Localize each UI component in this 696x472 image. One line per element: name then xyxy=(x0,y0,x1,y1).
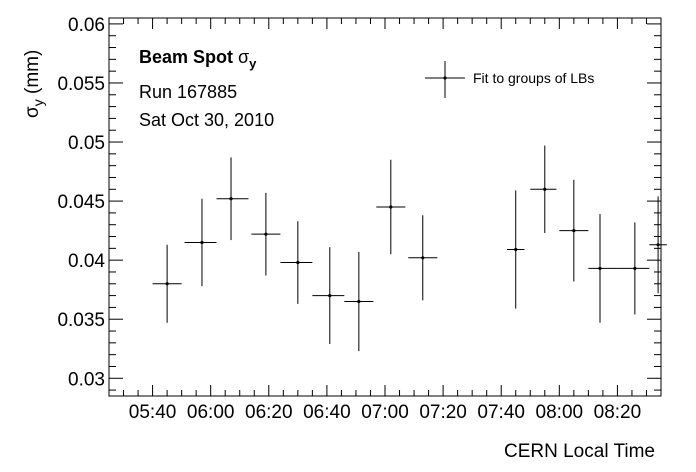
legend-marker-dot xyxy=(443,76,447,80)
annotation-beam-spot: Beam Spot xyxy=(139,47,233,67)
data-point xyxy=(184,198,217,287)
y-axis-label: σy (mm) xyxy=(22,50,46,118)
data-point xyxy=(312,247,345,345)
x-tick-label: 08:20 xyxy=(594,402,642,423)
point-marker xyxy=(165,282,169,286)
y-tick-label: 0.04 xyxy=(68,251,105,272)
point-marker xyxy=(633,266,637,271)
point-marker xyxy=(421,256,425,260)
data-point xyxy=(251,192,281,276)
y-tick-label: 0.03 xyxy=(68,369,105,390)
point-marker xyxy=(598,266,602,271)
x-tick-label: 07:40 xyxy=(477,402,525,423)
y-axis-ticks: 0.03 0.035 0.04 0.045 0.05 0.055 0.06 xyxy=(57,15,661,391)
point-marker xyxy=(229,197,233,201)
x-tick-label: 07:00 xyxy=(361,402,409,423)
x-tick-label: 07:20 xyxy=(419,402,467,423)
legend: Fit to groups of LBs xyxy=(425,61,594,98)
point-marker xyxy=(656,243,660,247)
annotation-sigma-subscript: y xyxy=(249,56,257,71)
point-marker xyxy=(514,247,518,252)
y-axis-label-symbol: σ xyxy=(22,106,43,118)
y-tick-label: 0.045 xyxy=(57,192,105,213)
y-tick-label: 0.035 xyxy=(57,310,105,331)
y-tick-label: 0.05 xyxy=(68,133,105,154)
legend-label: Fit to groups of LBs xyxy=(473,70,594,86)
data-point xyxy=(280,221,313,304)
data-point xyxy=(216,157,249,241)
annotation-run: Run 167885 xyxy=(139,82,237,102)
point-marker xyxy=(357,299,361,304)
annotation-line-1: Beam Spot σy xyxy=(139,47,257,71)
point-marker xyxy=(389,205,393,209)
data-point xyxy=(408,215,438,301)
y-axis-label-unit: (mm) xyxy=(22,50,43,94)
y-axis-label-subscript: y xyxy=(30,99,46,106)
data-point xyxy=(649,196,667,294)
data-point xyxy=(617,222,650,315)
point-marker xyxy=(200,240,204,245)
data-point xyxy=(559,179,589,282)
annotation-sigma-symbol: σ xyxy=(238,47,249,67)
x-tick-label: 08:00 xyxy=(536,402,584,423)
data-points xyxy=(152,145,667,352)
x-tick-label: 05:40 xyxy=(129,402,177,423)
x-tick-label: 06:20 xyxy=(245,402,293,423)
data-point xyxy=(530,145,557,233)
y-tick-label: 0.06 xyxy=(68,15,105,36)
point-marker xyxy=(572,229,576,233)
x-tick-label: 06:00 xyxy=(187,402,235,423)
data-point xyxy=(152,244,182,323)
point-marker xyxy=(328,293,332,298)
data-point xyxy=(588,214,618,323)
point-marker xyxy=(543,187,547,191)
annotation-block: Beam Spot σy Run 167885 Sat Oct 30, 2010 xyxy=(139,47,274,130)
point-marker xyxy=(296,260,300,265)
point-marker xyxy=(264,232,268,236)
x-tick-label: 06:40 xyxy=(303,402,351,423)
annotation-date: Sat Oct 30, 2010 xyxy=(139,110,274,130)
data-point xyxy=(376,159,406,255)
x-axis-label: CERN Local Time xyxy=(504,441,655,462)
data-point xyxy=(344,251,374,352)
data-point xyxy=(507,190,525,309)
y-tick-label: 0.055 xyxy=(57,74,105,95)
x-axis-ticks: 05:40 06:00 06:20 06:40 07:00 07:20 07:40 08:00… xyxy=(123,18,647,423)
